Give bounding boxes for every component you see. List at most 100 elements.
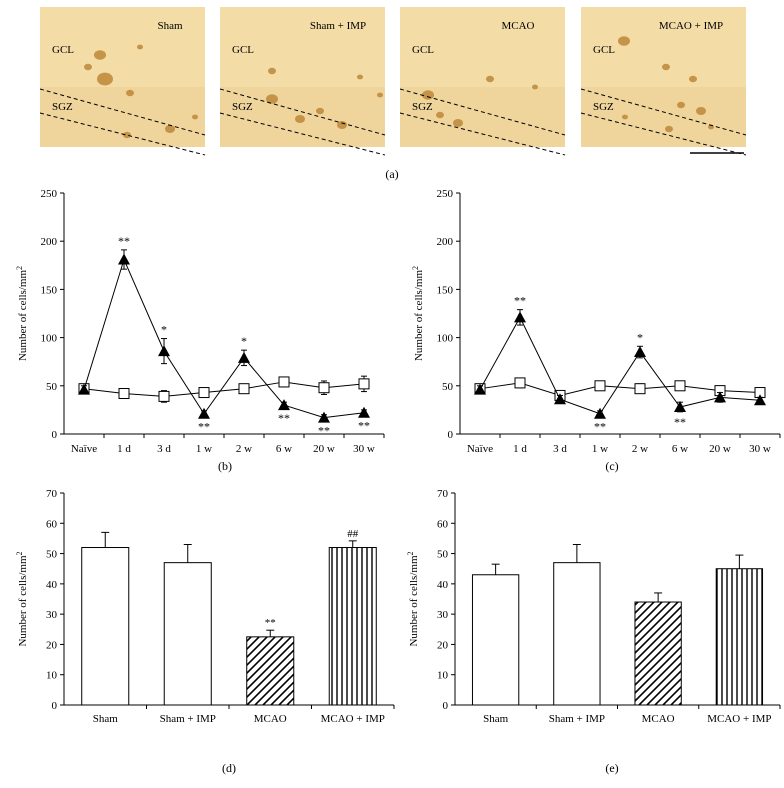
micrograph-shading bbox=[581, 87, 746, 147]
y-axis-label-superscript: 2 bbox=[15, 551, 24, 555]
sgz-label: SGZ bbox=[52, 101, 73, 113]
sgz-boundary-lower bbox=[399, 112, 566, 156]
significance-marker: ** bbox=[674, 415, 686, 429]
x-tick-label: Sham bbox=[483, 713, 509, 725]
x-tick-label: MCAO + IMP bbox=[321, 713, 385, 725]
y-tick-label: 10 bbox=[437, 670, 449, 682]
y-axis-label-superscript: 2 bbox=[411, 266, 420, 270]
data-point-square bbox=[514, 377, 526, 389]
micrograph-title: Sham + IMP bbox=[310, 20, 366, 32]
data-point-triangle bbox=[78, 383, 90, 395]
y-tick-label: 0 bbox=[448, 429, 454, 441]
significance-marker: * bbox=[161, 323, 167, 337]
gcl-label: GCL bbox=[52, 44, 74, 56]
stained-cell bbox=[665, 125, 673, 133]
y-tick-label: 250 bbox=[437, 188, 454, 200]
x-tick-label: 3 d bbox=[553, 443, 567, 455]
micrograph-3: MCAO GCL SGZ bbox=[399, 7, 566, 156]
bar bbox=[553, 562, 601, 706]
panel-label: (c) bbox=[605, 459, 618, 473]
y-tick-label: 20 bbox=[437, 639, 449, 651]
y-tick-label: 50 bbox=[46, 549, 58, 561]
x-tick-label: MCAO bbox=[254, 713, 287, 725]
significance-marker: ** bbox=[514, 294, 526, 308]
panel-a-label: (a) bbox=[385, 167, 398, 181]
micrograph-4: MCAO + IMP GCL SGZ bbox=[580, 7, 747, 156]
stained-cell bbox=[662, 63, 670, 71]
x-tick-label: 6 w bbox=[672, 443, 688, 455]
x-tick-label: 2 w bbox=[236, 443, 252, 455]
sgz-boundary-lower bbox=[580, 112, 747, 156]
stained-cell bbox=[689, 75, 697, 83]
gcl-label: GCL bbox=[232, 44, 254, 56]
significance-marker: ## bbox=[347, 528, 359, 540]
micrograph-title: Sham bbox=[157, 20, 183, 32]
micrograph-background bbox=[400, 7, 565, 147]
y-tick-label: 30 bbox=[46, 609, 58, 621]
micrograph-2: Sham + IMP GCL SGZ bbox=[219, 7, 386, 156]
stained-cell bbox=[622, 114, 628, 120]
y-axis-label: Number of cells/mm2 bbox=[406, 551, 420, 646]
series-line bbox=[83, 381, 365, 397]
x-tick-label: 6 w bbox=[276, 443, 292, 455]
y-tick-label: 70 bbox=[46, 488, 58, 500]
bar bbox=[471, 574, 520, 706]
y-axis-label-superscript: 2 bbox=[15, 266, 24, 270]
stained-cell bbox=[192, 114, 198, 120]
y-tick-label: 20 bbox=[46, 639, 58, 651]
bar bbox=[81, 547, 130, 706]
significance-marker: ** bbox=[318, 424, 330, 438]
y-tick-label: 0 bbox=[443, 700, 449, 712]
y-tick-label: 100 bbox=[437, 333, 454, 345]
data-point-triangle bbox=[118, 253, 130, 265]
panel-label: (d) bbox=[222, 761, 236, 775]
line-chart-c: 0 50 100 150 200 250 Number of cells/mm2 Naïve 1… bbox=[411, 188, 781, 455]
stained-cell bbox=[532, 84, 538, 90]
x-tick-label: Sham bbox=[93, 713, 119, 725]
sgz-boundary-upper bbox=[399, 88, 566, 136]
data-point-triangle bbox=[158, 345, 170, 357]
x-tick-label: Sham + IMP bbox=[549, 713, 605, 725]
stained-cell bbox=[97, 72, 113, 86]
x-tick-label: 1 d bbox=[513, 443, 527, 455]
y-tick-label: 70 bbox=[437, 488, 449, 500]
y-tick-label: 60 bbox=[46, 518, 58, 530]
y-tick-label: 100 bbox=[41, 333, 58, 345]
sgz-boundary-lower bbox=[219, 112, 386, 156]
data-point-triangle bbox=[318, 411, 330, 423]
gcl-label: GCL bbox=[412, 44, 434, 56]
bar-chart-d: 0 10 20 30 40 50 60 70 Number of cells/mm2 Sham Sh… bbox=[15, 488, 395, 725]
x-tick-label: 1 d bbox=[117, 443, 131, 455]
y-tick-label: 200 bbox=[41, 236, 58, 248]
data-point-triangle bbox=[634, 346, 646, 358]
micrograph-shading bbox=[40, 87, 205, 147]
micrograph-background bbox=[40, 7, 205, 147]
micrograph-title: MCAO bbox=[501, 20, 534, 32]
series-line bbox=[479, 316, 761, 415]
data-point-square bbox=[118, 388, 130, 400]
stained-cell bbox=[337, 121, 347, 129]
x-tick-label: 3 d bbox=[157, 443, 171, 455]
y-tick-label: 30 bbox=[437, 609, 449, 621]
x-tick-label: Naïve bbox=[71, 443, 97, 455]
significance-marker: ** bbox=[198, 420, 210, 434]
sgz-boundary-upper bbox=[39, 88, 206, 136]
data-point-square bbox=[594, 380, 606, 392]
y-tick-label: 150 bbox=[41, 284, 58, 296]
data-point-square bbox=[634, 383, 646, 395]
data-point-square bbox=[278, 376, 290, 388]
gcl-label: GCL bbox=[593, 44, 615, 56]
y-tick-label: 50 bbox=[437, 549, 449, 561]
panel-label: (b) bbox=[218, 459, 232, 473]
stained-cell bbox=[677, 101, 685, 109]
stained-cell bbox=[696, 107, 706, 115]
significance-marker: ** bbox=[358, 419, 370, 433]
bar bbox=[328, 547, 377, 706]
data-point-triangle bbox=[554, 393, 566, 405]
x-tick-label: MCAO bbox=[642, 713, 675, 725]
bar bbox=[634, 601, 682, 706]
data-point-triangle bbox=[514, 311, 526, 323]
y-axis-label: Number of cells/mm2 bbox=[15, 266, 29, 361]
stained-cell bbox=[126, 89, 134, 97]
